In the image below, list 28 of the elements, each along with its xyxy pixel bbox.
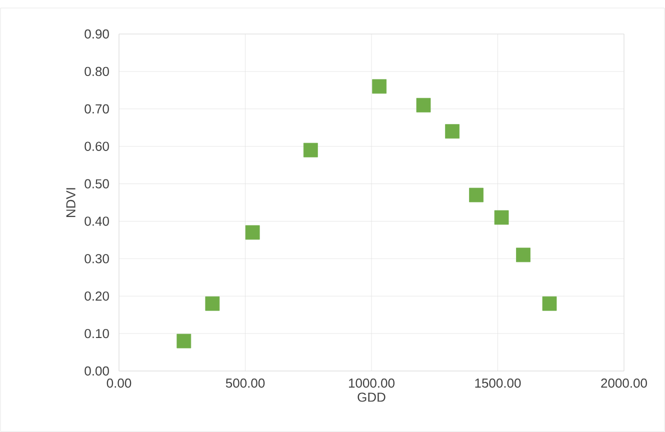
y-tick-label: 0.60 <box>84 142 109 151</box>
point <box>542 296 557 311</box>
x-tick-label: 500.00 <box>226 378 265 388</box>
y-tick-label: 0.10 <box>84 328 109 338</box>
y-tick-label: 0.80 <box>84 66 109 76</box>
point <box>303 142 318 158</box>
y-tick-label: 0.70 <box>84 104 109 114</box>
point <box>245 225 260 240</box>
y-tick-label: 0.90 <box>84 29 109 39</box>
point <box>416 98 431 112</box>
point <box>176 334 192 348</box>
y-tick-label: 0.00 <box>84 366 109 376</box>
y-tick-label: 0.40 <box>84 216 109 226</box>
point <box>516 248 530 262</box>
point <box>494 210 509 225</box>
point <box>205 296 220 311</box>
y-axis-title: NDVI <box>66 188 76 217</box>
y-tick-label: 0.30 <box>84 254 109 264</box>
point <box>445 124 460 139</box>
x-tick-label: 1500.00 <box>475 378 521 388</box>
x-tick-label: 0.00 <box>106 378 132 388</box>
y-tick-label: 0.50 <box>84 179 109 188</box>
point <box>372 79 387 94</box>
x-axis-title: GDD <box>358 392 386 402</box>
x-tick-label: 2000.00 <box>601 378 647 388</box>
y-tick-label: 0.20 <box>84 292 109 301</box>
point <box>469 188 484 202</box>
x-tick-label: 1000.00 <box>348 378 394 388</box>
